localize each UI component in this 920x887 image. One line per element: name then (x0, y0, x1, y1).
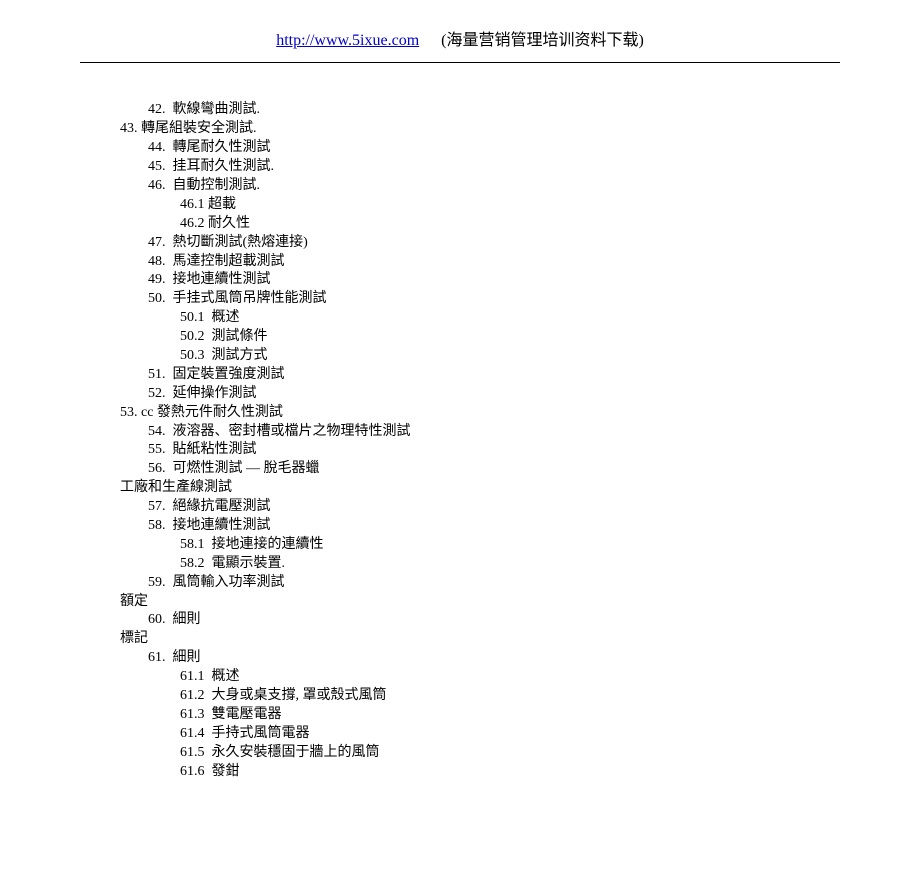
list-item: 47. 熱切斷測試(熱熔連接) (120, 234, 840, 253)
list-item: 52. 延伸操作測試 (120, 385, 840, 404)
list-item: 61. 細則 (120, 649, 840, 668)
list-item: 57. 絕緣抗電壓測試 (120, 498, 840, 517)
list-item: 51. 固定裝置強度測試 (120, 366, 840, 385)
list-item: 59. 風筒輸入功率測試 (120, 574, 840, 593)
content-list: 42. 軟線彎曲測試.43. 轉尾組裝安全測試.44. 轉尾耐久性測試45. 挂… (80, 101, 840, 781)
list-item: 61.4 手持式風筒電器 (120, 725, 840, 744)
list-item: 45. 挂耳耐久性測試. (120, 158, 840, 177)
list-item: 56. 可燃性測試 — 脫毛器蠟 (120, 460, 840, 479)
list-item: 55. 貼紙粘性測試 (120, 441, 840, 460)
list-item: 工廠和生產線測試 (120, 479, 840, 498)
list-item: 43. 轉尾組裝安全測試. (120, 120, 840, 139)
list-item: 46.1 超載 (120, 196, 840, 215)
list-item: 60. 細則 (120, 611, 840, 630)
page-container: http://www.5ixue.com (海量营销管理培训资料下载) 42. … (0, 0, 920, 887)
list-item: 61.3 雙電壓電器 (120, 706, 840, 725)
list-item: 50.1 概述 (120, 309, 840, 328)
page-header: http://www.5ixue.com (海量营销管理培训资料下载) (80, 30, 840, 58)
header-divider (80, 62, 840, 63)
list-item: 44. 轉尾耐久性測試 (120, 139, 840, 158)
list-item: 50.2 測試條件 (120, 328, 840, 347)
list-item: 58. 接地連續性測試 (120, 517, 840, 536)
list-item: 61.6 發鉗 (120, 763, 840, 782)
list-item: 54. 液溶器、密封槽或檔片之物理特性測試 (120, 423, 840, 442)
list-item: 46.2 耐久性 (120, 215, 840, 234)
list-item: 58.1 接地連接的連續性 (120, 536, 840, 555)
list-item: 50. 手挂式風筒吊牌性能測試 (120, 290, 840, 309)
list-item: 61.1 概述 (120, 668, 840, 687)
header-tagline: (海量营销管理培训资料下载) (441, 32, 644, 49)
list-item: 46. 自動控制測試. (120, 177, 840, 196)
list-item: 標記 (120, 630, 840, 649)
list-item: 42. 軟線彎曲測試. (120, 101, 840, 120)
list-item: 61.5 永久安裝穩固于牆上的風筒 (120, 744, 840, 763)
list-item: 48. 馬達控制超載測試 (120, 253, 840, 272)
header-link[interactable]: http://www.5ixue.com (276, 32, 419, 49)
list-item: 額定 (120, 593, 840, 612)
list-item: 53. cc 發熱元件耐久性測試 (120, 404, 840, 423)
list-item: 50.3 測試方式 (120, 347, 840, 366)
list-item: 49. 接地連續性測試 (120, 271, 840, 290)
list-item: 58.2 電顯示裝置. (120, 555, 840, 574)
list-item: 61.2 大身或桌支撐, 罩或殼式風筒 (120, 687, 840, 706)
